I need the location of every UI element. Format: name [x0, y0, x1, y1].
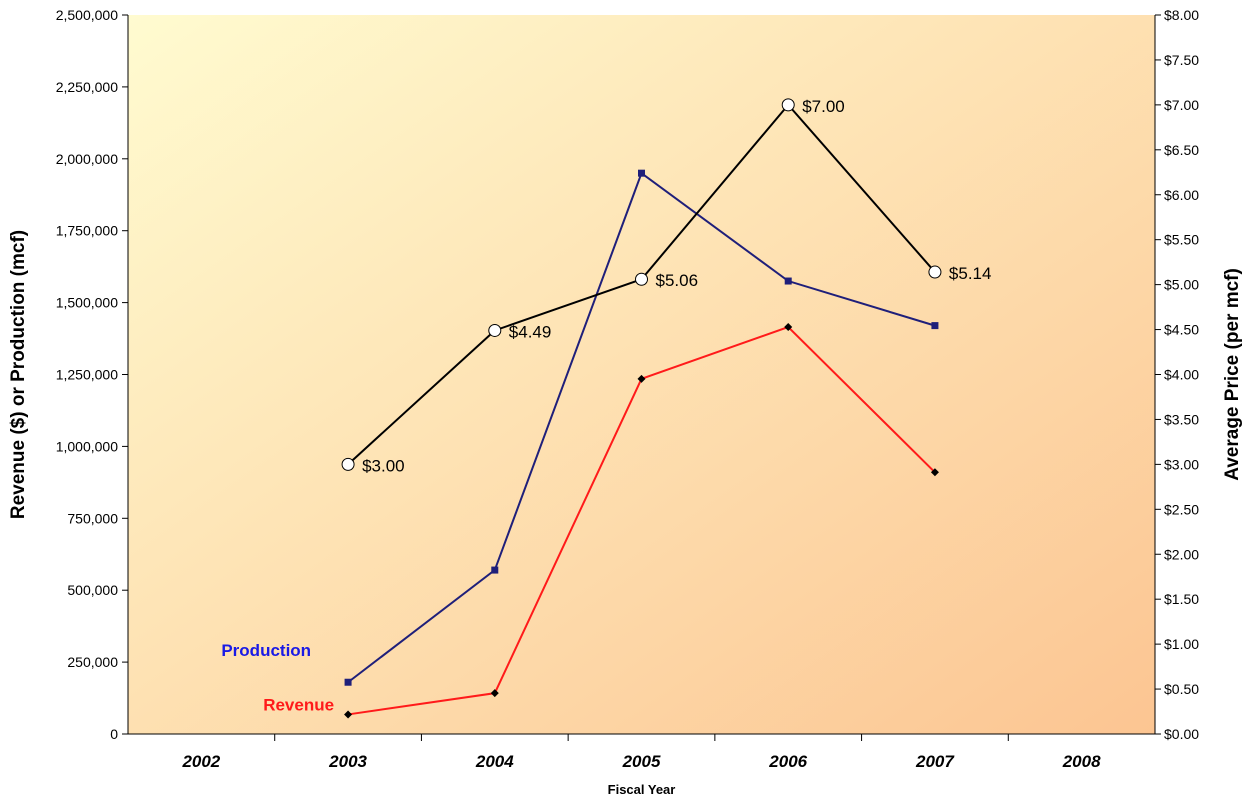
right-tick-label: $3.50 — [1164, 411, 1199, 427]
right-tick-label: $6.00 — [1164, 187, 1199, 203]
production-point — [344, 678, 352, 686]
right-tick-label: $4.00 — [1164, 367, 1199, 383]
left-tick-label: 1,500,000 — [56, 295, 118, 311]
production-series-label: Production — [221, 641, 311, 660]
price-point — [341, 457, 355, 471]
price-point — [781, 98, 795, 112]
left-tick-label: 250,000 — [67, 654, 118, 670]
revenue-point — [344, 710, 353, 719]
right-tick-label: $7.00 — [1164, 97, 1199, 113]
right-tick-label: $7.50 — [1164, 52, 1199, 68]
right-tick-label: $0.00 — [1164, 726, 1199, 742]
revenue-point — [930, 468, 939, 477]
production-point — [784, 277, 792, 285]
right-tick-label: $2.50 — [1164, 501, 1199, 517]
right-tick-label: $8.00 — [1164, 7, 1199, 23]
production-point — [638, 169, 645, 177]
right-tick-label: $5.50 — [1164, 232, 1199, 248]
right-tick-label: $5.00 — [1164, 277, 1199, 293]
x-tick-label: 2004 — [475, 752, 514, 771]
price-point — [928, 265, 942, 279]
right-tick-label: $6.50 — [1164, 142, 1199, 158]
left-tick-label: 0 — [110, 726, 118, 742]
y-axis-title: Revenue ($) or Production (mcf) — [8, 230, 29, 519]
right-tick-label: $2.00 — [1164, 546, 1199, 562]
x-tick-label: 2006 — [768, 752, 807, 771]
left-tick-label: 1,750,000 — [56, 223, 118, 239]
y2-axis-title: Average Price (per mcf) — [1222, 268, 1243, 481]
price-data-label: $4.49 — [509, 322, 552, 341]
right-tick-label: $3.00 — [1164, 456, 1199, 472]
price-data-label: $5.06 — [656, 271, 699, 290]
plot-area — [128, 15, 1155, 734]
left-tick-label: 500,000 — [67, 582, 118, 598]
production-point — [491, 566, 499, 574]
revenue-series-label: Revenue — [263, 695, 334, 714]
x-axis-title: Fiscal Year — [608, 782, 676, 797]
price-point — [488, 323, 502, 337]
price-point — [635, 272, 648, 286]
price-data-label: $7.00 — [802, 97, 845, 116]
left-tick-label: 1,250,000 — [56, 367, 118, 383]
x-tick-label: 2003 — [328, 752, 367, 771]
left-tick-label: 1,000,000 — [56, 438, 118, 454]
right-tick-label: $4.50 — [1164, 322, 1199, 338]
production-point — [931, 322, 939, 330]
x-tick-label: 2008 — [1062, 752, 1101, 771]
price-data-label: $5.14 — [949, 264, 992, 283]
right-tick-label: $1.50 — [1164, 591, 1199, 607]
left-tick-label: 750,000 — [67, 510, 118, 526]
revenue-point — [784, 323, 793, 332]
revenue-point — [490, 689, 499, 698]
x-tick-label: 2005 — [622, 752, 661, 771]
right-tick-label: $0.50 — [1164, 681, 1199, 697]
x-tick-label: 2007 — [915, 752, 955, 771]
price-data-label: $3.00 — [362, 456, 405, 475]
right-tick-label: $1.00 — [1164, 636, 1199, 652]
left-tick-label: 2,500,000 — [56, 7, 118, 23]
left-tick-label: 2,000,000 — [56, 151, 118, 167]
left-tick-label: 2,250,000 — [56, 79, 118, 95]
revenue-point — [637, 374, 646, 383]
x-tick-label: 2002 — [181, 752, 220, 771]
